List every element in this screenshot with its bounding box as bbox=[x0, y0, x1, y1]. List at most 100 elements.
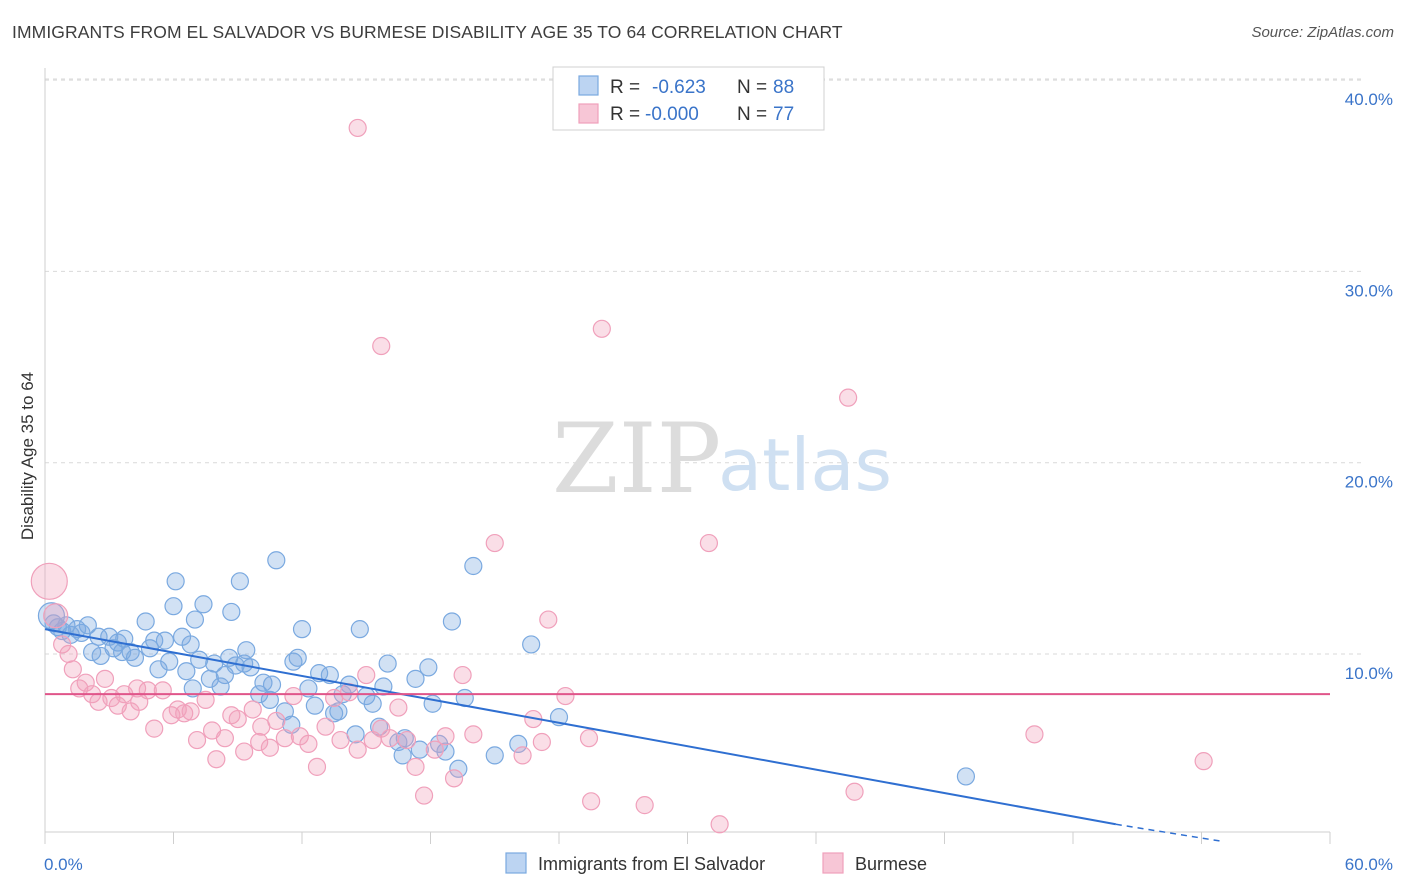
watermark-zip: ZIP bbox=[552, 403, 721, 515]
y-tick-label: 20.0% bbox=[1345, 473, 1393, 492]
source-credit: Source: ZipAtlas.com bbox=[1251, 24, 1394, 41]
burmese-point bbox=[63, 660, 82, 679]
burmese-point bbox=[845, 782, 864, 801]
y-axis-label: Disability Age 35 to 64 bbox=[18, 372, 37, 540]
burmese-point bbox=[243, 700, 262, 719]
el-salvador-point bbox=[363, 694, 382, 713]
legend-r-value-1: -0.623 bbox=[652, 77, 706, 98]
el-salvador-point bbox=[155, 631, 175, 650]
burmese-point bbox=[464, 725, 483, 744]
el-salvador-point bbox=[299, 679, 318, 698]
y-tick-label: 40.0% bbox=[1345, 90, 1393, 109]
el-salvador-trend-extension bbox=[1115, 823, 1224, 843]
el-salvador-point bbox=[329, 702, 348, 721]
el-salvador-point bbox=[78, 616, 97, 635]
burmese-point bbox=[397, 730, 417, 750]
data-points bbox=[30, 118, 1213, 834]
el-salvador-point bbox=[83, 642, 102, 662]
legend-n-label-1: N = bbox=[737, 77, 767, 98]
legend-n-value-1: 88 bbox=[773, 77, 794, 98]
burmese-point bbox=[348, 740, 367, 759]
burmese-point bbox=[372, 336, 391, 356]
burmese-point bbox=[275, 729, 294, 748]
burmese-point bbox=[175, 704, 194, 723]
el-salvador-point bbox=[267, 551, 286, 570]
el-salvador-point bbox=[164, 597, 183, 616]
el-salvador-point bbox=[284, 652, 303, 671]
axes bbox=[44, 68, 1331, 844]
grid-lines bbox=[45, 78, 1365, 655]
burmese-point bbox=[95, 669, 115, 688]
burmese-point bbox=[187, 730, 207, 750]
el-salvador-point bbox=[166, 572, 185, 591]
burmese-point bbox=[215, 729, 234, 748]
burmese-point bbox=[145, 719, 164, 738]
x-tick-label: 0.0% bbox=[44, 855, 83, 874]
el-salvador-point bbox=[292, 620, 312, 639]
watermark-atlas: atlas bbox=[718, 423, 892, 507]
burmese-point bbox=[30, 562, 68, 600]
el-salvador-point bbox=[194, 595, 213, 614]
burmese-point bbox=[532, 732, 551, 752]
burmese-point bbox=[592, 319, 611, 338]
burmese-point bbox=[357, 665, 376, 685]
burmese-point bbox=[299, 734, 318, 754]
burmese-point bbox=[43, 603, 69, 629]
legend-swatch-pink bbox=[578, 103, 599, 124]
el-salvador-point bbox=[419, 658, 438, 677]
legend-swatch-blue bbox=[578, 75, 599, 96]
burmese-point bbox=[389, 698, 408, 717]
el-salvador-point bbox=[181, 635, 200, 654]
burmese-point bbox=[414, 786, 434, 805]
legend-r-value-2: -0.000 bbox=[645, 104, 699, 125]
burmese-point bbox=[839, 388, 858, 407]
bottom-legend: Immigrants from El Salvador Burmese bbox=[505, 852, 927, 874]
burmese-point bbox=[436, 727, 455, 746]
y-tick-label: 30.0% bbox=[1345, 281, 1393, 300]
el-salvador-point bbox=[449, 759, 468, 778]
burmese-point bbox=[539, 610, 558, 629]
el-salvador-point bbox=[260, 690, 279, 710]
burmese-point bbox=[316, 717, 335, 736]
burmese-point bbox=[250, 732, 269, 752]
el-salvador-point bbox=[230, 572, 249, 591]
burmese-point bbox=[453, 665, 472, 685]
burmese-point bbox=[260, 738, 279, 757]
el-salvador-point bbox=[956, 767, 976, 786]
el-salvador-point bbox=[185, 610, 205, 629]
el-salvador-point bbox=[136, 612, 155, 631]
bottom-legend-label-2: Burmese bbox=[855, 854, 927, 874]
burmese-point bbox=[53, 635, 72, 654]
legend-r-label-1: R = bbox=[610, 77, 640, 98]
el-salvador-point bbox=[509, 734, 528, 754]
burmese-point bbox=[699, 533, 719, 553]
burmese-point bbox=[425, 740, 444, 759]
el-salvador-point bbox=[190, 650, 209, 669]
el-salvador-point bbox=[406, 669, 425, 688]
el-salvador-point bbox=[410, 740, 429, 759]
burmese-point bbox=[59, 644, 78, 664]
burmese-point bbox=[635, 796, 654, 815]
legend-box: R = -0.623 N = 88 R = -0.000 N = 77 bbox=[552, 66, 825, 131]
legend-n-value-2: 77 bbox=[773, 104, 794, 125]
y-tick-label: 10.0% bbox=[1345, 664, 1393, 683]
el-salvador-trend-line bbox=[44, 628, 1117, 826]
burmese-point bbox=[556, 686, 575, 706]
el-salvador-point bbox=[222, 602, 241, 622]
burmese-point bbox=[153, 681, 172, 700]
tick-labels: 10.0% 20.0% 30.0% 40.0% 0.0% 60.0% bbox=[44, 90, 1393, 874]
el-salvador-point bbox=[262, 675, 282, 694]
el-salvador-point bbox=[237, 641, 256, 660]
burmese-point bbox=[444, 769, 464, 788]
el-salvador-point bbox=[378, 654, 397, 673]
el-salvador-point bbox=[464, 556, 483, 576]
bottom-legend-label-1: Immigrants from El Salvador bbox=[538, 854, 765, 874]
el-salvador-point bbox=[177, 662, 196, 681]
burmese-point bbox=[207, 750, 226, 769]
burmese-point bbox=[331, 730, 350, 750]
burmese-point bbox=[579, 729, 599, 748]
burmese-point bbox=[513, 746, 532, 765]
burmese-point bbox=[1025, 725, 1044, 744]
el-salvador-point bbox=[442, 612, 462, 631]
